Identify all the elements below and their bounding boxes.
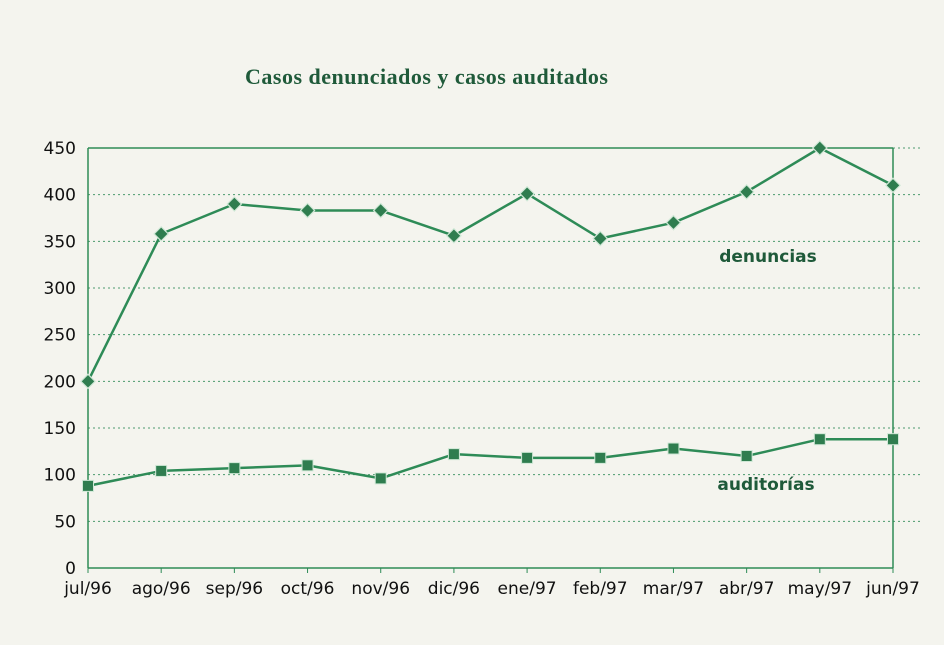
x-tick-label: ene/97 [498,579,557,599]
y-tick-label: 250 [44,326,76,346]
y-tick-label: 300 [44,279,76,299]
point-auditorías-dic/96 [447,448,460,461]
y-tick-label: 350 [44,232,76,252]
point-denuncias-jul/96 [80,373,96,390]
series-label-auditorías: auditorías [717,475,814,495]
point-denuncias-feb/97 [592,230,609,247]
point-auditorías-nov/96 [374,472,387,485]
x-tick-label: mar/97 [643,579,704,599]
y-tick-label: 450 [44,139,76,159]
x-tick-label: jun/97 [865,579,920,599]
x-tick-label: ago/96 [132,579,191,599]
x-tick-label: jul/96 [63,579,112,599]
y-tick-label: 100 [44,466,76,486]
x-tick-label: may/97 [788,579,852,599]
point-denuncias-ene/97 [519,185,536,202]
point-denuncias-mar/97 [665,214,682,231]
point-denuncias-dic/96 [445,227,462,244]
point-denuncias-ago/96 [153,225,170,242]
x-tick-label: dic/96 [428,579,480,599]
x-tick-label: abr/97 [719,579,775,599]
y-tick-label: 200 [44,372,76,392]
point-auditorías-oct/96 [301,459,314,472]
axes: 0 50 100 150 200 250 300 350 400 450 jul/96 ago/96 s… [44,139,920,599]
point-denuncias-may/97 [811,140,828,156]
x-tick-label: sep/96 [206,579,263,599]
x-tick-label: nov/96 [351,579,410,599]
series-labels: denuncias auditorías [717,247,816,495]
series-line-denuncias [86,146,894,382]
point-denuncias-oct/96 [299,202,316,219]
point-denuncias-jun/97 [885,177,901,194]
point-auditorías-abr/97 [740,450,753,462]
point-auditorías-jul/96 [82,479,94,492]
y-tick-label: 150 [44,419,76,439]
point-auditorías-feb/97 [594,451,607,464]
series-label-denuncias: denuncias [719,247,817,267]
chart-title: Casos denunciados y casos auditados [245,64,608,89]
point-denuncias-abr/97 [738,183,755,200]
point-denuncias-nov/96 [372,202,389,219]
grid [88,147,923,522]
series-layer [80,140,901,492]
point-auditorías-ago/96 [155,464,168,477]
series-line-auditorías [87,437,893,488]
point-auditorías-jun/97 [887,433,899,446]
point-auditorías-sep/96 [228,462,241,475]
y-tick-label: 400 [44,186,76,206]
point-auditorías-may/97 [813,433,826,446]
point-denuncias-sep/96 [226,196,243,212]
x-tick-label: oct/96 [281,579,335,599]
point-auditorías-ene/97 [521,451,534,464]
y-tick-label: 0 [65,559,76,579]
x-tick-label: feb/97 [573,579,628,599]
y-tick-label: 50 [54,512,76,532]
point-auditorías-mar/97 [667,442,680,455]
